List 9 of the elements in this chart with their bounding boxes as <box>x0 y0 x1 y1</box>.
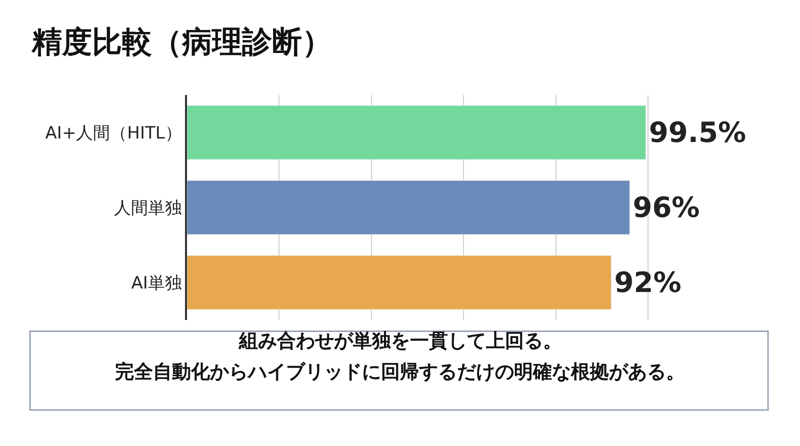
data-label: 96% <box>632 191 700 224</box>
chart-title: 精度比較（病理診断） <box>31 25 332 60</box>
y-tick-label: 人間単独 <box>114 198 182 218</box>
y-tick-label: AI+人間（HITL） <box>45 123 182 144</box>
text: 組み合わせが単独を一貫して上回る。 <box>238 330 562 352</box>
data-label: 99.5% <box>648 116 746 149</box>
data-label: 92% <box>614 266 682 299</box>
text: 完全自動化からハイブリッドに回帰するだけの明確な根拠がある。 <box>115 361 685 383</box>
y-tick-label: AI単独 <box>131 273 182 294</box>
